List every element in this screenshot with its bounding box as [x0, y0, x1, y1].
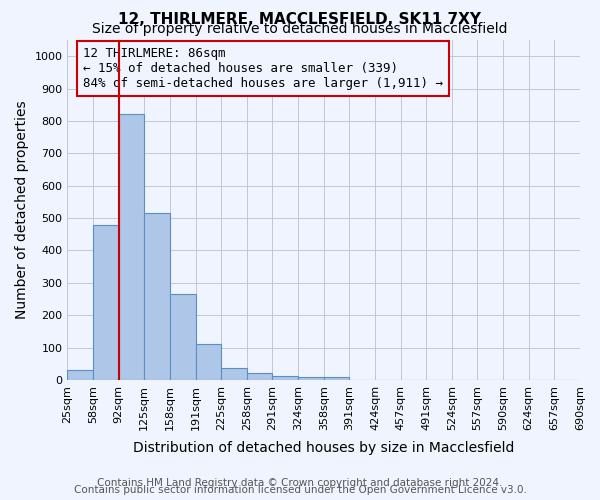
Bar — [221, 368, 247, 380]
Text: Contains public sector information licensed under the Open Government Licence v3: Contains public sector information licen… — [74, 485, 526, 495]
Text: Size of property relative to detached houses in Macclesfield: Size of property relative to detached ho… — [92, 22, 508, 36]
Bar — [247, 373, 272, 380]
Bar — [324, 378, 349, 380]
Bar — [67, 370, 93, 380]
Bar — [170, 294, 196, 380]
Bar — [196, 344, 221, 380]
Bar — [119, 114, 145, 380]
Text: 12 THIRLMERE: 86sqm
← 15% of detached houses are smaller (339)
84% of semi-detac: 12 THIRLMERE: 86sqm ← 15% of detached ho… — [83, 47, 443, 90]
Bar — [298, 378, 324, 380]
Text: 12, THIRLMERE, MACCLESFIELD, SK11 7XY: 12, THIRLMERE, MACCLESFIELD, SK11 7XY — [119, 12, 482, 28]
Bar — [93, 226, 119, 380]
Y-axis label: Number of detached properties: Number of detached properties — [15, 100, 29, 320]
Bar — [145, 213, 170, 380]
Text: Contains HM Land Registry data © Crown copyright and database right 2024.: Contains HM Land Registry data © Crown c… — [97, 478, 503, 488]
Bar — [272, 376, 298, 380]
X-axis label: Distribution of detached houses by size in Macclesfield: Distribution of detached houses by size … — [133, 441, 514, 455]
